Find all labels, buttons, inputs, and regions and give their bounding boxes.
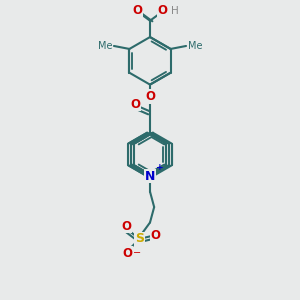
Text: N: N (145, 170, 155, 183)
Text: O: O (145, 90, 155, 103)
Text: O: O (157, 4, 167, 17)
Text: O: O (122, 247, 132, 260)
Text: +: + (156, 163, 164, 172)
Text: Me: Me (98, 41, 112, 51)
Text: O: O (121, 220, 131, 233)
Text: O: O (133, 4, 143, 17)
Text: O: O (131, 98, 141, 111)
Text: S: S (135, 232, 144, 245)
Text: Me: Me (188, 41, 202, 51)
Text: H: H (171, 6, 178, 16)
Text: −: − (133, 248, 141, 257)
Text: O: O (151, 230, 160, 242)
